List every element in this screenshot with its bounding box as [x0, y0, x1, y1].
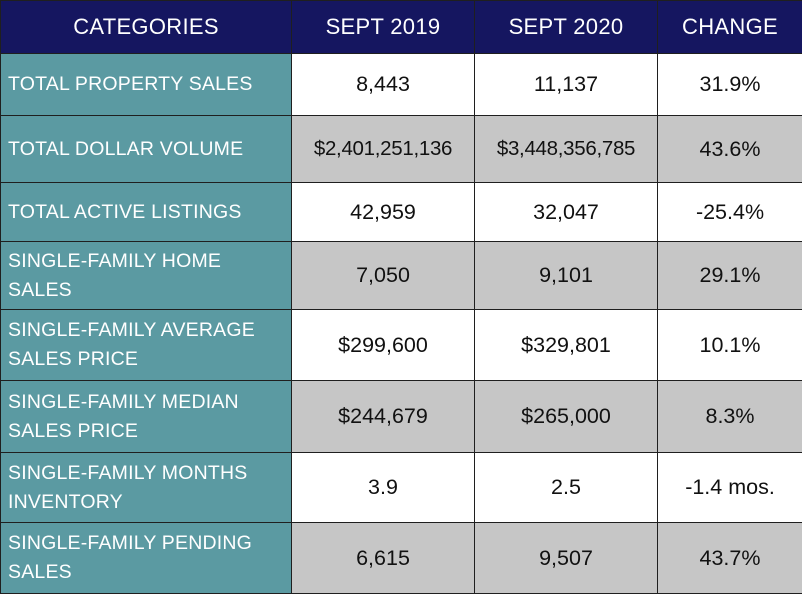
- category-cell: SINGLE-FAMILY MONTHS INVENTORY: [1, 453, 292, 523]
- sept-2019-cell: 3.9: [292, 453, 475, 523]
- category-cell: SINGLE-FAMILY AVERAGE SALES PRICE: [1, 310, 292, 381]
- category-cell: SINGLE-FAMILY MEDIAN SALES PRICE: [1, 381, 292, 453]
- sept-2020-cell: $329,801: [475, 310, 658, 381]
- category-cell: TOTAL PROPERTY SALES: [1, 54, 292, 116]
- sept-2019-cell: 7,050: [292, 242, 475, 310]
- header-sept-2020: SEPT 2020: [475, 1, 658, 54]
- table-row: TOTAL PROPERTY SALES 8,443 11,137 31.9%: [1, 54, 802, 116]
- change-cell: 43.6%: [658, 116, 802, 183]
- change-cell: 43.7%: [658, 523, 802, 594]
- sept-2019-cell: 42,959: [292, 183, 475, 242]
- table-row: SINGLE-FAMILY HOME SALES 7,050 9,101 29.…: [1, 242, 802, 310]
- sept-2020-cell: 32,047: [475, 183, 658, 242]
- sept-2019-cell: 8,443: [292, 54, 475, 116]
- category-cell: SINGLE-FAMILY PENDING SALES: [1, 523, 292, 594]
- change-cell: -1.4 mos.: [658, 453, 802, 523]
- sept-2019-cell: 6,615: [292, 523, 475, 594]
- sept-2019-cell: $244,679: [292, 381, 475, 453]
- sept-2020-cell: 11,137: [475, 54, 658, 116]
- header-change: CHANGE: [658, 1, 802, 54]
- change-cell: -25.4%: [658, 183, 802, 242]
- sept-2020-cell: 9,507: [475, 523, 658, 594]
- change-cell: 8.3%: [658, 381, 802, 453]
- category-cell: TOTAL DOLLAR VOLUME: [1, 116, 292, 183]
- table-row: SINGLE-FAMILY PENDING SALES 6,615 9,507 …: [1, 523, 802, 594]
- sept-2020-cell: $3,448,356,785: [475, 116, 658, 183]
- category-cell: SINGLE-FAMILY HOME SALES: [1, 242, 292, 310]
- change-cell: 10.1%: [658, 310, 802, 381]
- sept-2020-cell: $265,000: [475, 381, 658, 453]
- table-row: SINGLE-FAMILY AVERAGE SALES PRICE $299,6…: [1, 310, 802, 381]
- header-sept-2019: SEPT 2019: [292, 1, 475, 54]
- sept-2020-cell: 2.5: [475, 453, 658, 523]
- table-row: SINGLE-FAMILY MEDIAN SALES PRICE $244,67…: [1, 381, 802, 453]
- change-cell: 29.1%: [658, 242, 802, 310]
- change-cell: 31.9%: [658, 54, 802, 116]
- sept-2019-cell: $2,401,251,136: [292, 116, 475, 183]
- table-row: SINGLE-FAMILY MONTHS INVENTORY 3.9 2.5 -…: [1, 453, 802, 523]
- header-row: CATEGORIES SEPT 2019 SEPT 2020 CHANGE: [1, 1, 802, 54]
- table-body: TOTAL PROPERTY SALES 8,443 11,137 31.9% …: [1, 54, 802, 594]
- table-row: TOTAL DOLLAR VOLUME $2,401,251,136 $3,44…: [1, 116, 802, 183]
- sept-2020-cell: 9,101: [475, 242, 658, 310]
- sept-2019-cell: $299,600: [292, 310, 475, 381]
- table-row: TOTAL ACTIVE LISTINGS 42,959 32,047 -25.…: [1, 183, 802, 242]
- table-header: CATEGORIES SEPT 2019 SEPT 2020 CHANGE: [1, 1, 802, 54]
- header-categories: CATEGORIES: [1, 1, 292, 54]
- category-cell: TOTAL ACTIVE LISTINGS: [1, 183, 292, 242]
